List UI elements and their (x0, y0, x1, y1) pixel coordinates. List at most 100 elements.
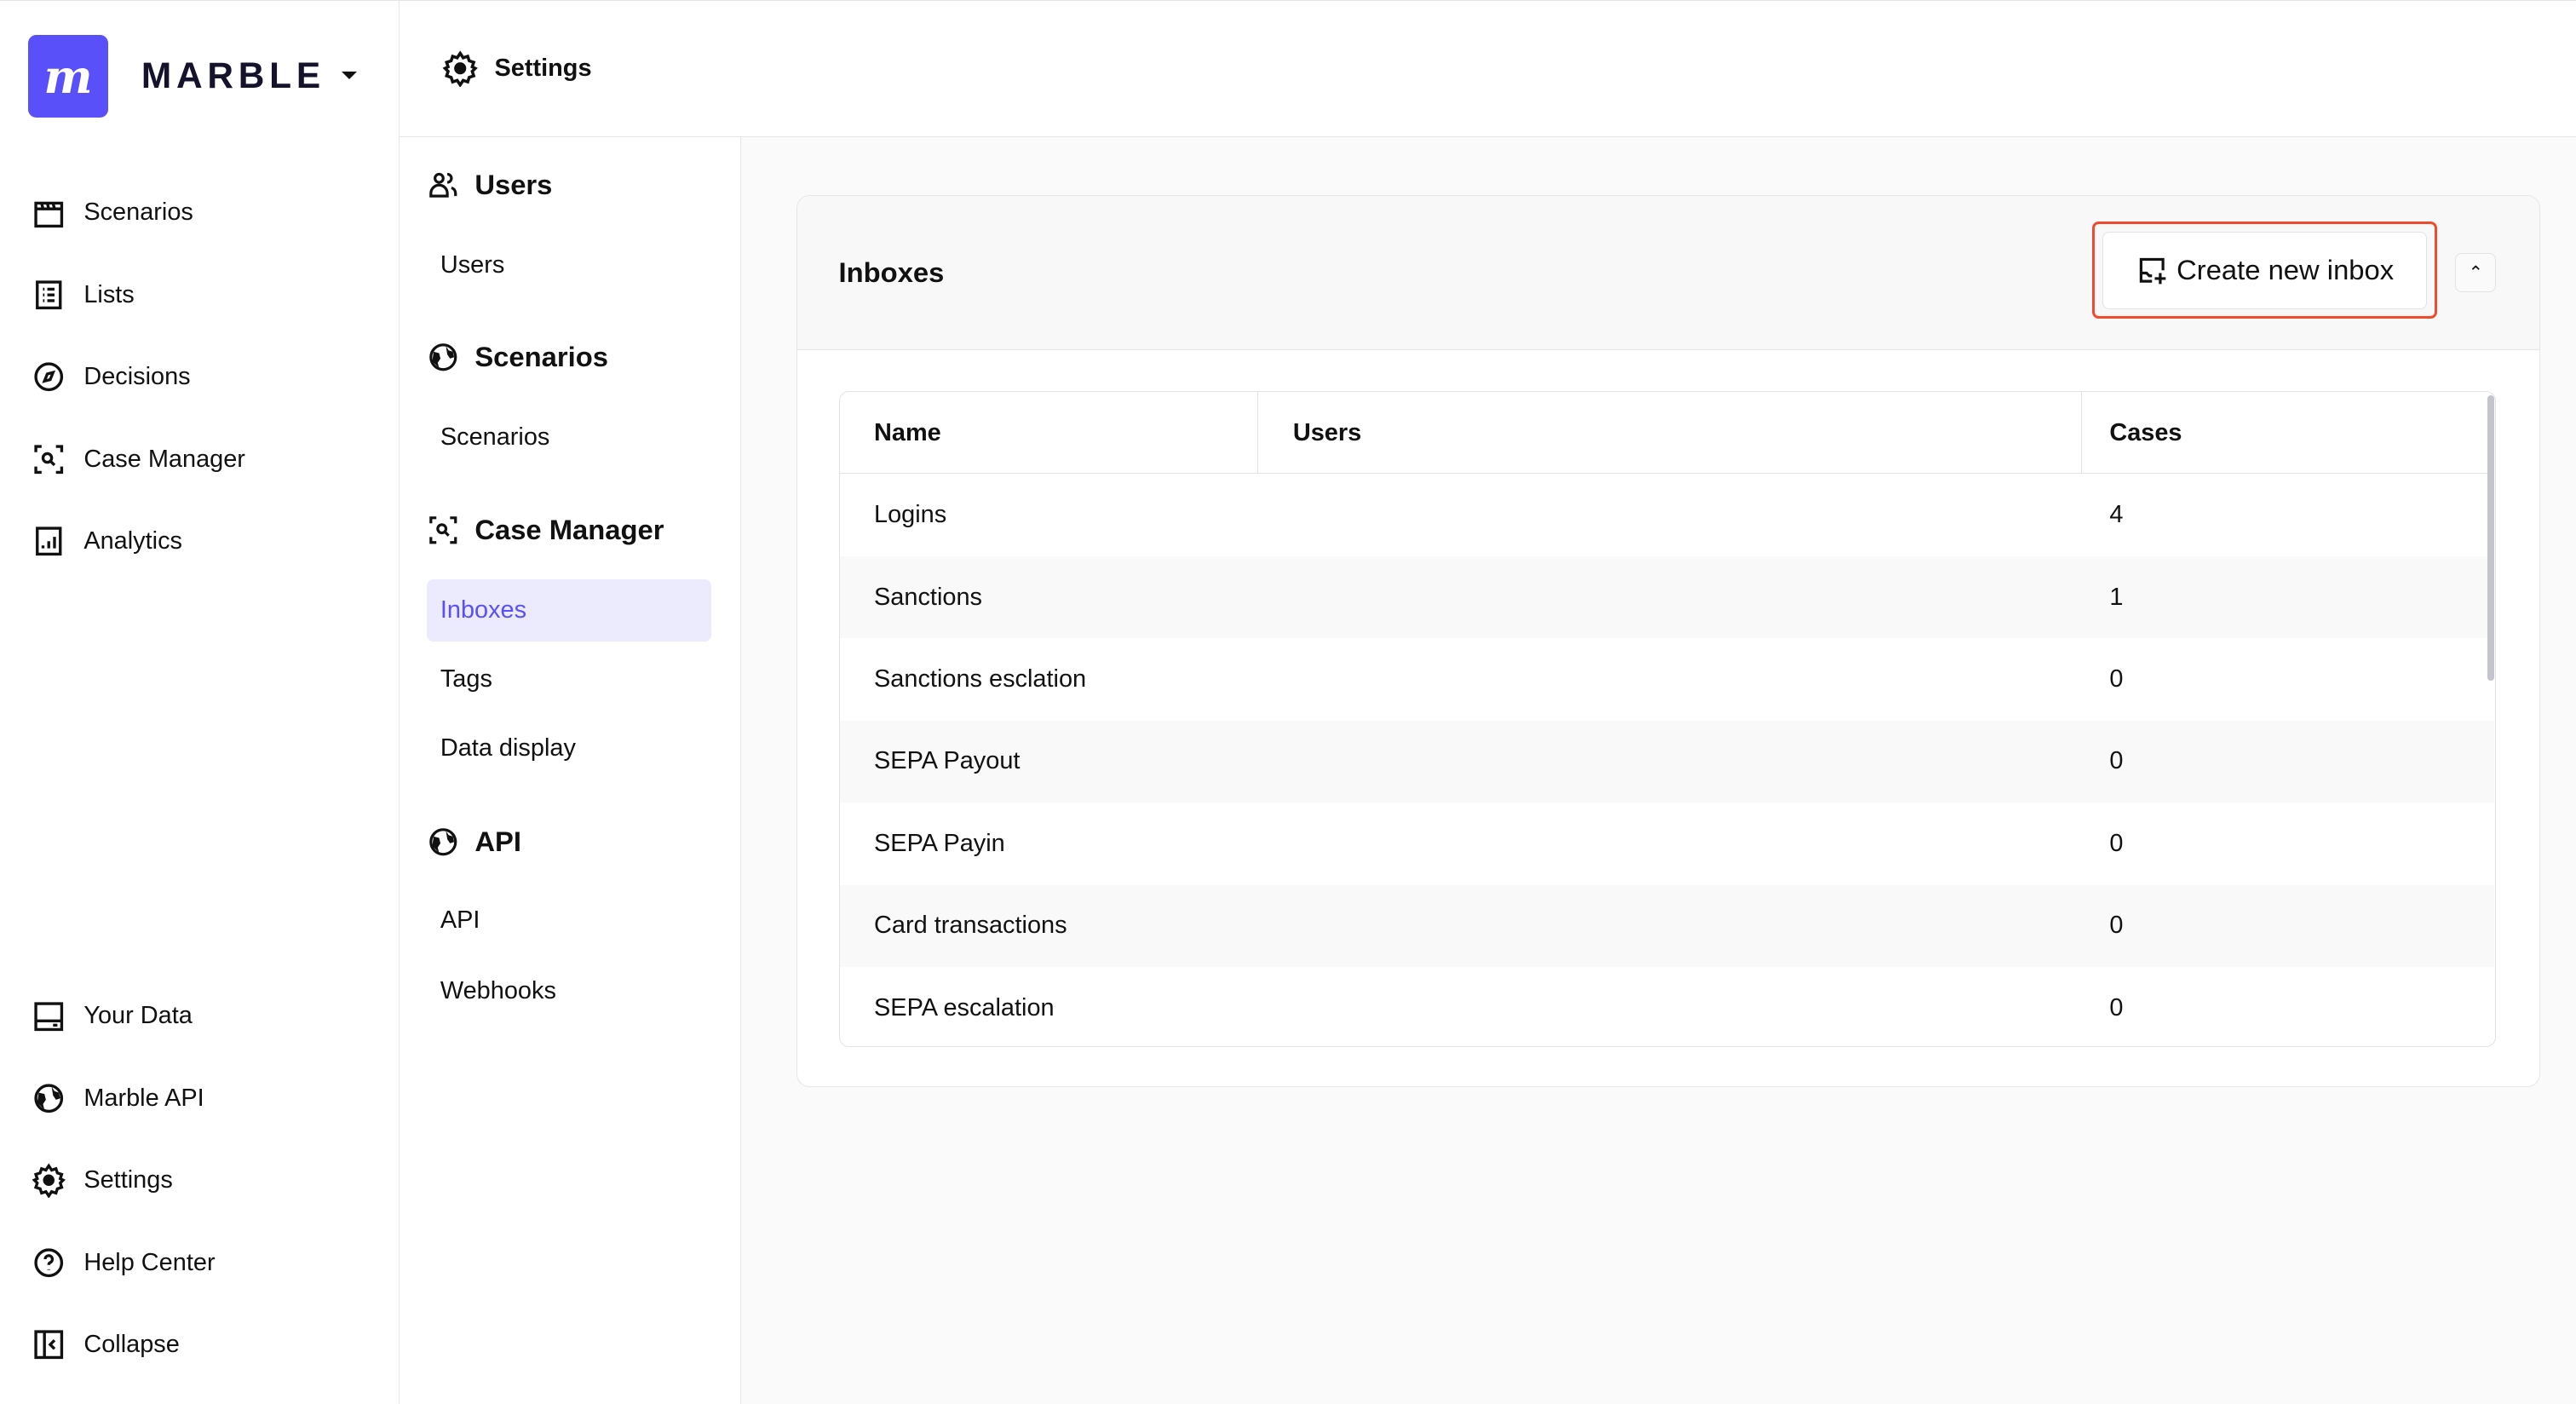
column-header-users: Users (1258, 392, 2082, 475)
data-icon (34, 1001, 63, 1031)
nav-label: Analytics (83, 526, 182, 555)
scrollbar[interactable] (2487, 394, 2494, 682)
nav-item-your-data[interactable]: Your Data (32, 997, 193, 1036)
cell-name: SEPA Payout (874, 747, 1021, 775)
create-inbox-button[interactable]: Create new inbox (2102, 231, 2428, 309)
settings-item-api[interactable]: API (440, 906, 480, 935)
cell-cases: 0 (2109, 993, 2124, 1021)
table-row[interactable]: Sanctions 1 (839, 555, 2494, 639)
nav-label: Your Data (83, 1002, 193, 1030)
settings-item-data-display[interactable]: Data display (440, 734, 576, 762)
card-header: Inboxes Create new inbox ⌃ (797, 195, 2539, 350)
cell-name: Sanctions (874, 583, 982, 611)
nav-label: Lists (83, 280, 135, 308)
settings-item-tags[interactable]: Tags (440, 665, 492, 693)
nav-label: Decisions (83, 363, 191, 391)
cell-name: SEPA Payin (874, 829, 1005, 857)
nav-item-analytics[interactable]: Analytics (32, 521, 182, 561)
settings-item-inboxes[interactable]: Inboxes (427, 578, 712, 642)
analytics-icon (35, 526, 62, 556)
card-title: Inboxes (838, 256, 945, 288)
nav-label: Settings (83, 1166, 173, 1194)
case-search-icon (34, 445, 63, 474)
nav-item-decisions[interactable]: Decisions (32, 357, 191, 396)
clapperboard-icon (34, 201, 63, 227)
table-row[interactable]: SEPA Payin 0 (840, 803, 2494, 884)
cell-users (1258, 721, 2081, 803)
table-row[interactable]: SEPA escalation 0 (840, 967, 2494, 1046)
nav-item-lists[interactable]: Lists (32, 275, 135, 314)
gear-icon (32, 1163, 66, 1198)
help-icon (34, 1248, 63, 1277)
settings-item-webhooks[interactable]: Webhooks (440, 977, 556, 1005)
cell-cases: 0 (2109, 665, 2124, 693)
nav-item-help-center[interactable]: Help Center (32, 1243, 216, 1282)
nav-label: Help Center (83, 1248, 216, 1276)
globe-icon (429, 343, 457, 371)
cell-cases: 1 (2109, 583, 2124, 611)
table-row[interactable]: Card transactions 0 (839, 884, 2494, 968)
table-header: Name Users Cases (839, 392, 2494, 475)
gear-icon (442, 50, 478, 87)
cell-cases: 0 (2109, 747, 2124, 775)
section-scenarios: Scenarios (427, 341, 608, 374)
cell-users (1258, 803, 2081, 884)
section-title: API (474, 826, 521, 858)
inboxes-card: Inboxes Create new inbox ⌃ Name Users Ca… (796, 194, 2540, 1087)
nav-label: Case Manager (83, 445, 245, 473)
cell-users (1258, 556, 2081, 638)
nav-item-scenarios[interactable]: Scenarios (32, 193, 193, 233)
users-icon (429, 172, 457, 198)
nav-item-case-manager[interactable]: Case Manager (32, 440, 245, 479)
cell-cases: 0 (2109, 829, 2124, 857)
cell-name: Logins (874, 501, 947, 529)
cell-name: Sanctions esclation (874, 665, 1087, 693)
brand-name[interactable]: MARBLE (141, 55, 325, 95)
nav-label: Marble API (83, 1084, 204, 1112)
nav-item-marble-api[interactable]: Marble API (32, 1079, 204, 1118)
section-title: Users (474, 168, 553, 200)
section-title: Case Manager (474, 513, 664, 545)
section-case-manager: Case Manager (427, 514, 664, 547)
collapse-icon (34, 1330, 63, 1360)
table-row[interactable]: Logins 4 (840, 474, 2494, 555)
main-content: Inboxes Create new inbox ⌃ Name Users Ca… (740, 137, 2576, 1404)
list-icon (35, 280, 62, 310)
cell-users (1258, 967, 2081, 1046)
marble-logo[interactable]: m (27, 35, 109, 118)
add-inbox-icon (2139, 257, 2166, 285)
column-header-cases: Cases (2109, 418, 2182, 446)
column-header-name: Name (840, 392, 1259, 475)
settings-item-users[interactable]: Users (440, 250, 505, 279)
table-row[interactable]: SEPA Payout 0 (839, 720, 2494, 803)
chevron-down-icon[interactable] (342, 71, 358, 79)
inboxes-table: Name Users Cases Logins 4 Sanctions 1 Sancti… (838, 391, 2497, 1047)
cell-cases: 4 (2109, 501, 2124, 529)
nav-label: Scenarios (83, 199, 193, 227)
nav-item-collapse[interactable]: Collapse (32, 1325, 180, 1364)
cell-users (1258, 474, 2081, 555)
cell-users (1258, 885, 2081, 967)
sidebar: m MARBLE Scenarios Lists Decisions Case … (0, 1, 400, 1404)
nav-item-settings[interactable]: Settings (32, 1161, 173, 1200)
cell-users (1258, 638, 2081, 720)
case-search-icon (429, 515, 457, 544)
chevron-up-icon: ⌃ (2468, 262, 2484, 283)
compass-icon (34, 362, 63, 392)
table-row[interactable]: Sanctions esclation 0 (840, 638, 2494, 720)
button-label: Create new inbox (2176, 254, 2395, 286)
collapse-card-button[interactable]: ⌃ (2455, 253, 2497, 293)
globe-icon (34, 1084, 63, 1113)
section-api: API (427, 826, 521, 859)
highlight-box (2092, 222, 2438, 319)
cell-cases: 0 (2109, 912, 2124, 940)
nav-label: Collapse (83, 1331, 180, 1359)
page-header: Settings (399, 1, 2576, 138)
section-users: Users (427, 169, 552, 202)
globe-icon (429, 828, 457, 856)
cell-name: SEPA escalation (874, 993, 1055, 1021)
cell-name: Card transactions (874, 912, 1067, 940)
settings-item-scenarios[interactable]: Scenarios (440, 423, 550, 452)
page-title: Settings (494, 55, 592, 83)
settings-nav: Users Users Scenarios Scenarios Case Man… (399, 137, 741, 1404)
